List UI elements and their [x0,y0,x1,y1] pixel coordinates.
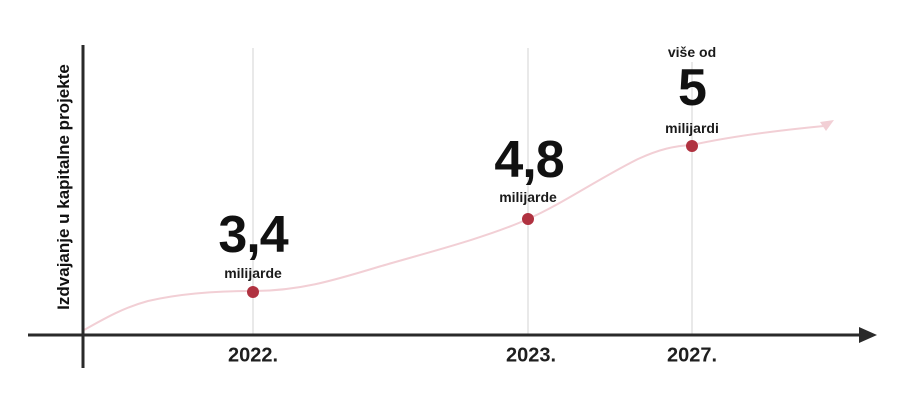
value-label-2027: 5 [678,59,707,117]
value-label-2023: 4,8 [494,131,564,189]
prefix-label-2027: više od [667,44,717,60]
trend-arrow-icon [820,120,834,131]
data-point-2027 [686,140,698,152]
data-point-2023 [522,213,534,225]
x-axis-arrow-icon [859,327,877,343]
x-tick-2022: 2022. [227,344,279,367]
data-point-2022 [247,286,259,298]
unit-label-2023: milijarde [499,189,557,205]
unit-label-2027: milijardi [665,120,719,136]
unit-label-2022: milijarde [224,265,282,281]
value-label-2022: 3,4 [218,206,288,264]
x-tick-2027: 2027. [666,344,718,367]
trend-curve [83,125,825,331]
y-axis-title: Izdvajanje u kapitalne projekte [54,64,73,310]
x-tick-2023: 2023. [505,344,557,367]
